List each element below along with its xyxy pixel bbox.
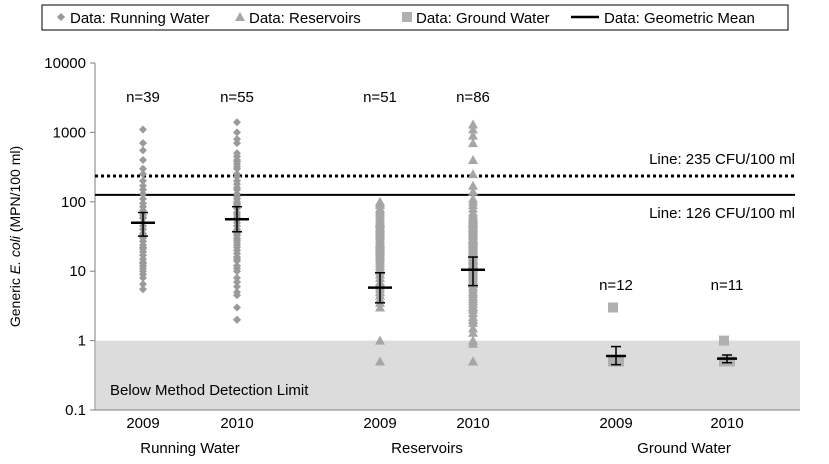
legend-label: Data: Running Water [70,10,210,27]
x-year-label: 2010 [710,415,743,432]
data-point [468,186,478,196]
reference-line-label: Line: 235 CFU/100 ml [649,151,795,168]
data-point [139,170,147,179]
below-detection-label: Below Method Detection Limit [110,382,309,399]
data-point [233,303,241,312]
data-point [139,258,147,267]
n-label: n=51 [363,89,397,106]
data-point [468,327,478,337]
y-tick-label: 0.1 [65,402,86,419]
data-point [468,302,478,312]
data-point [139,285,147,294]
y-tick-label: 1 [78,333,86,350]
data-point [233,128,241,137]
legend: Data: Running Water Data: Reservoirs Data:… [41,4,789,31]
legend-label: Data: Geometric Mean [604,10,755,27]
data-point [375,335,385,345]
legend-label: Data: Reservoirs [249,10,361,27]
legend-marker-triangle [235,12,245,21]
data-point [139,273,147,282]
x-year-label: 2009 [363,415,396,432]
legend-label: Data: Ground Water [416,10,550,27]
legend-box [41,4,789,31]
x-year-label: 2010 [220,415,253,432]
reference-line-label: Line: 126 CFU/100 ml [649,205,795,222]
data-point [233,135,241,144]
n-label: n=55 [220,89,254,106]
data-point [468,138,478,148]
x-year-label: 2010 [456,415,489,432]
data-point [233,172,241,181]
y-tick-label: 10 [69,263,86,280]
data-point [139,189,147,198]
n-label: n=86 [456,89,490,106]
n-label: n=39 [126,89,160,106]
y-tick-label: 100 [61,194,86,211]
n-label: n=11 [711,277,744,294]
data-point [719,335,729,346]
data-point [468,124,478,134]
data-point [375,302,385,312]
x-year-label: 2009 [126,415,159,432]
x-category-label: Reservoirs [391,440,463,457]
data-point [139,194,147,203]
data-point [233,273,241,282]
data-point [375,356,385,366]
data-point [468,130,478,140]
data-point [233,291,241,300]
data-point [608,356,618,367]
data-point [233,118,241,127]
x-year-label: 2009 [599,415,632,432]
data-point [608,302,618,313]
data-point [139,146,147,155]
n-label: n=12 [599,277,633,294]
data-point [468,356,478,366]
data-point [139,280,147,289]
data-point [139,243,147,252]
data-point [139,185,147,194]
data-point [233,315,241,324]
data-point [139,156,147,165]
data-point [233,185,241,194]
data-point [233,139,241,148]
y-axis-label: Generic E. coli (MPN/100 ml) [7,146,23,327]
data-point [468,180,478,190]
data-point [139,139,147,148]
data-point [233,164,241,173]
data-point [139,176,147,185]
data-point [468,169,478,179]
data-point [719,356,729,367]
data-point [468,155,478,165]
data-point [725,356,735,367]
y-tick-label: 10000 [44,55,86,72]
legend-marker-square [402,12,412,22]
legend-marker-diamond [57,13,65,21]
y-tick-label: 1000 [53,124,86,141]
x-category-label: Ground Water [637,440,731,457]
data-point [233,267,241,276]
data-point [614,356,624,367]
data-point [233,282,241,291]
data-point [468,317,478,327]
data-point [139,164,147,173]
data-point [468,338,478,348]
data-point [139,125,147,134]
x-category-label: Running Water [140,440,240,457]
data-point [233,257,241,266]
data-point [233,277,241,286]
data-point [468,119,478,129]
below-detection-region [96,340,800,410]
